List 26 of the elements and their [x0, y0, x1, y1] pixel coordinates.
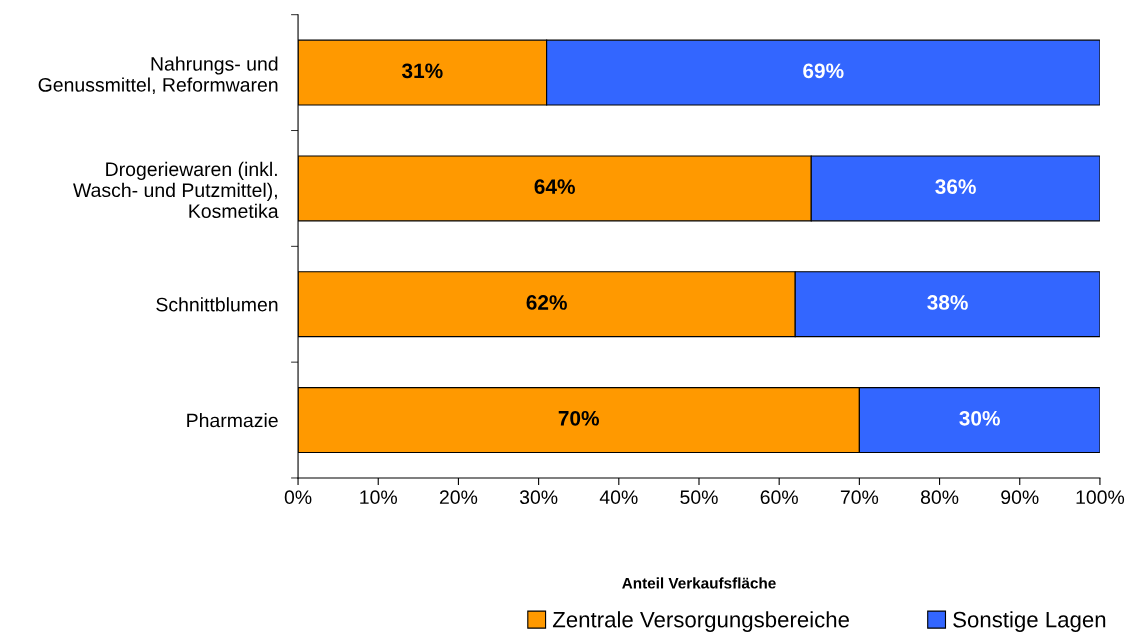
x-tick-label: 0% [284, 490, 312, 505]
data-label: 30% [959, 410, 1000, 426]
legend-label: Zentrale Versorgungsbereiche [552, 611, 849, 632]
data-label: 70% [558, 410, 600, 426]
x-tick-label: 100% [1076, 490, 1125, 505]
x-tick-label: 90% [1001, 490, 1039, 505]
y-tick-label: Schnittblumen [156, 297, 278, 312]
y-tick-label: Nahrungs- und Genussmittel, Reformwaren [38, 56, 278, 95]
data-label: 38% [927, 295, 968, 310]
x-tick-label: 80% [920, 490, 959, 505]
x-tick-label: 30% [519, 490, 558, 505]
x-tick-label: 60% [760, 490, 798, 505]
data-label: 69% [803, 63, 844, 79]
y-tick-label: Drogeriewaren (inkl. Wasch- und Putzmittel), Kosmetika [73, 161, 279, 219]
x-axis-title: Anteil Verkaufsfläche [622, 577, 776, 589]
x-tick-label: 20% [439, 490, 478, 505]
data-label: 64% [534, 179, 575, 195]
legend-label: Sonstige Lagen [953, 611, 1106, 632]
x-tick-label: 10% [360, 490, 398, 505]
data-label: 36% [935, 179, 976, 195]
data-label: 62% [526, 295, 567, 310]
x-tick-label: 40% [599, 490, 638, 505]
y-tick-label: Pharmazie [187, 413, 278, 428]
data-label: 31% [401, 63, 443, 79]
x-tick-label: 50% [680, 490, 718, 505]
x-tick-label: 70% [840, 490, 879, 505]
